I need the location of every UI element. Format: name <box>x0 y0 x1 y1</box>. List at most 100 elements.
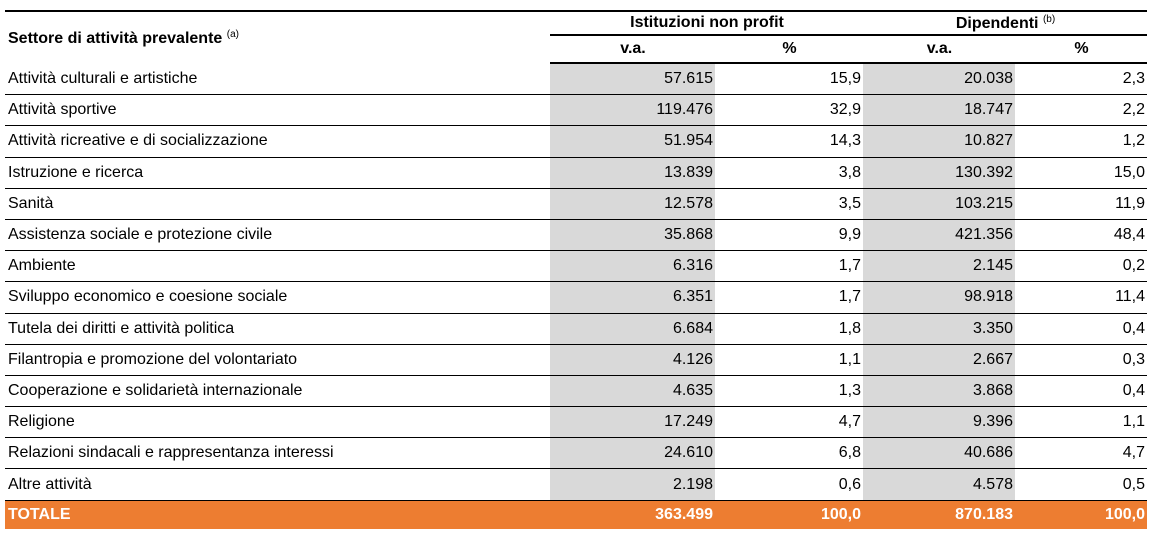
subheader-dip-pct: % <box>1015 35 1148 64</box>
cell-ist-va: 13.839 <box>550 157 715 189</box>
row-label: Tutela dei diritti e attività politica <box>5 313 550 345</box>
cell-dip-va: 3.350 <box>863 313 1015 345</box>
sector-header-label: Settore di attività prevalente <box>8 30 223 47</box>
cell-ist-va: 4.126 <box>550 344 715 376</box>
cell-dip-va: 9.396 <box>863 406 1015 439</box>
cell-dip-pct: 11,9 <box>1015 188 1148 220</box>
row-label: Attività sportive <box>5 94 550 127</box>
subheader-ist-pct: % <box>715 35 863 64</box>
header-row-groups: Settore di attività prevalente (a) Istit… <box>5 10 1148 63</box>
row-label: Attività ricreative e di socializzazione <box>5 125 550 158</box>
subheader-ist-va: v.a. <box>550 35 715 64</box>
total-ist-pct: 100,0 <box>715 500 863 529</box>
cell-dip-pct: 11,4 <box>1015 281 1148 314</box>
cell-dip-va: 103.215 <box>863 188 1015 220</box>
data-table: Settore di attività prevalente (a) Istit… <box>5 10 1148 529</box>
cell-dip-pct: 0,2 <box>1015 250 1148 283</box>
total-ist-va: 363.499 <box>550 500 715 529</box>
cell-dip-pct: 48,4 <box>1015 219 1148 252</box>
table-row: Ambiente 6.316 1,7 2.145 0,2 <box>5 250 1148 283</box>
header-row-subcolumns: v.a. % v.a. % <box>5 35 1148 64</box>
cell-dip-pct: 1,1 <box>1015 406 1148 439</box>
cell-ist-pct: 9,9 <box>715 219 863 252</box>
row-label: Assistenza sociale e protezione civile <box>5 219 550 252</box>
table-row: Assistenza sociale e protezione civile 35… <box>5 219 1148 252</box>
group-header-istituzioni: Istituzioni non profit <box>550 10 863 36</box>
group-header-dipendenti-label: Dipendenti <box>955 14 1039 32</box>
cell-ist-pct: 14,3 <box>715 125 863 158</box>
cell-dip-pct: 1,2 <box>1015 125 1148 158</box>
cell-dip-va: 40.686 <box>863 437 1015 470</box>
cell-dip-pct: 2,2 <box>1015 94 1148 127</box>
cell-ist-va: 17.249 <box>550 406 715 439</box>
row-label: Cooperazione e solidarietà internazional… <box>5 375 550 408</box>
cell-dip-pct: 2,3 <box>1015 63 1148 96</box>
table-row: Cooperazione e solidarietà internazional… <box>5 375 1148 408</box>
cell-dip-va: 20.038 <box>863 63 1015 96</box>
cell-ist-va: 6.351 <box>550 281 715 314</box>
cell-dip-va: 3.868 <box>863 375 1015 408</box>
row-label: Relazioni sindacali e rappresentanza int… <box>5 437 550 470</box>
cell-dip-va: 10.827 <box>863 125 1015 158</box>
cell-ist-va: 35.868 <box>550 219 715 252</box>
cell-dip-va: 4.578 <box>863 468 1015 501</box>
cell-ist-va: 6.684 <box>550 313 715 345</box>
cell-ist-pct: 6,8 <box>715 437 863 470</box>
table-row: Istruzione e ricerca 13.839 3,8 130.392 15,0 <box>5 157 1148 189</box>
cell-ist-pct: 1,8 <box>715 313 863 345</box>
row-label: Istruzione e ricerca <box>5 157 550 189</box>
cell-dip-pct: 15,0 <box>1015 157 1148 189</box>
cell-dip-va: 2.145 <box>863 250 1015 283</box>
cell-ist-pct: 3,8 <box>715 157 863 189</box>
cell-ist-va: 2.198 <box>550 468 715 501</box>
table-row: Religione 17.249 4,7 9.396 1,1 <box>5 406 1148 439</box>
cell-ist-va: 119.476 <box>550 94 715 127</box>
table-row: Attività ricreative e di socializzazione… <box>5 125 1148 158</box>
table-row: Altre attività 2.198 0,6 4.578 0,5 <box>5 468 1148 501</box>
cell-ist-va: 51.954 <box>550 125 715 158</box>
cell-ist-va: 6.316 <box>550 250 715 283</box>
total-label: TOTALE <box>5 500 550 529</box>
total-dip-va: 870.183 <box>863 500 1015 529</box>
group-header-istituzioni-label: Istituzioni non profit <box>630 14 784 31</box>
cell-ist-va: 4.635 <box>550 375 715 408</box>
cell-ist-va: 12.578 <box>550 188 715 220</box>
row-label: Altre attività <box>5 468 550 501</box>
row-label: Sanità <box>5 188 550 220</box>
table-row: Sviluppo economico e coesione sociale 6.3… <box>5 281 1148 314</box>
cell-dip-pct: 0,5 <box>1015 468 1148 501</box>
row-label: Ambiente <box>5 250 550 283</box>
cell-dip-va: 98.918 <box>863 281 1015 314</box>
table-row: Tutela dei diritti e attività politica 6.… <box>5 313 1148 345</box>
cell-ist-va: 57.615 <box>550 63 715 96</box>
table-row: Attività sportive 119.476 32,9 18.747 2,2 <box>5 94 1148 127</box>
subheader-dip-va: v.a. <box>863 35 1015 64</box>
cell-dip-va: 18.747 <box>863 94 1015 127</box>
group-header-dipendenti-note: (b) <box>1042 13 1056 25</box>
cell-ist-pct: 32,9 <box>715 94 863 127</box>
cell-dip-pct: 4,7 <box>1015 437 1148 470</box>
cell-ist-pct: 4,7 <box>715 406 863 439</box>
cell-dip-va: 421.356 <box>863 219 1015 252</box>
table-row: Relazioni sindacali e rappresentanza int… <box>5 437 1148 470</box>
cell-dip-pct: 0,4 <box>1015 375 1148 408</box>
cell-ist-pct: 0,6 <box>715 468 863 501</box>
cell-dip-pct: 0,4 <box>1015 313 1148 345</box>
sector-header-note: (a) <box>226 29 239 40</box>
table-row: Attività culturali e artistiche 57.615 15,… <box>5 63 1148 96</box>
cell-dip-va: 2.667 <box>863 344 1015 376</box>
total-row: TOTALE 363.499 100,0 870.183 100,0 <box>5 500 1148 529</box>
cell-ist-pct: 1,1 <box>715 344 863 376</box>
cell-dip-pct: 0,3 <box>1015 344 1148 376</box>
row-label: Sviluppo economico e coesione sociale <box>5 281 550 314</box>
group-header-dipendenti: Dipendenti (b) <box>863 10 1148 36</box>
cell-ist-pct: 1,7 <box>715 250 863 283</box>
cell-ist-pct: 1,3 <box>715 375 863 408</box>
sector-header: Settore di attività prevalente (a) <box>5 10 550 63</box>
cell-ist-pct: 15,9 <box>715 63 863 96</box>
total-dip-pct: 100,0 <box>1015 500 1148 529</box>
cell-dip-va: 130.392 <box>863 157 1015 189</box>
table-row: Sanità 12.578 3,5 103.215 11,9 <box>5 188 1148 220</box>
table-row: Filantropia e promozione del volontariat… <box>5 344 1148 376</box>
